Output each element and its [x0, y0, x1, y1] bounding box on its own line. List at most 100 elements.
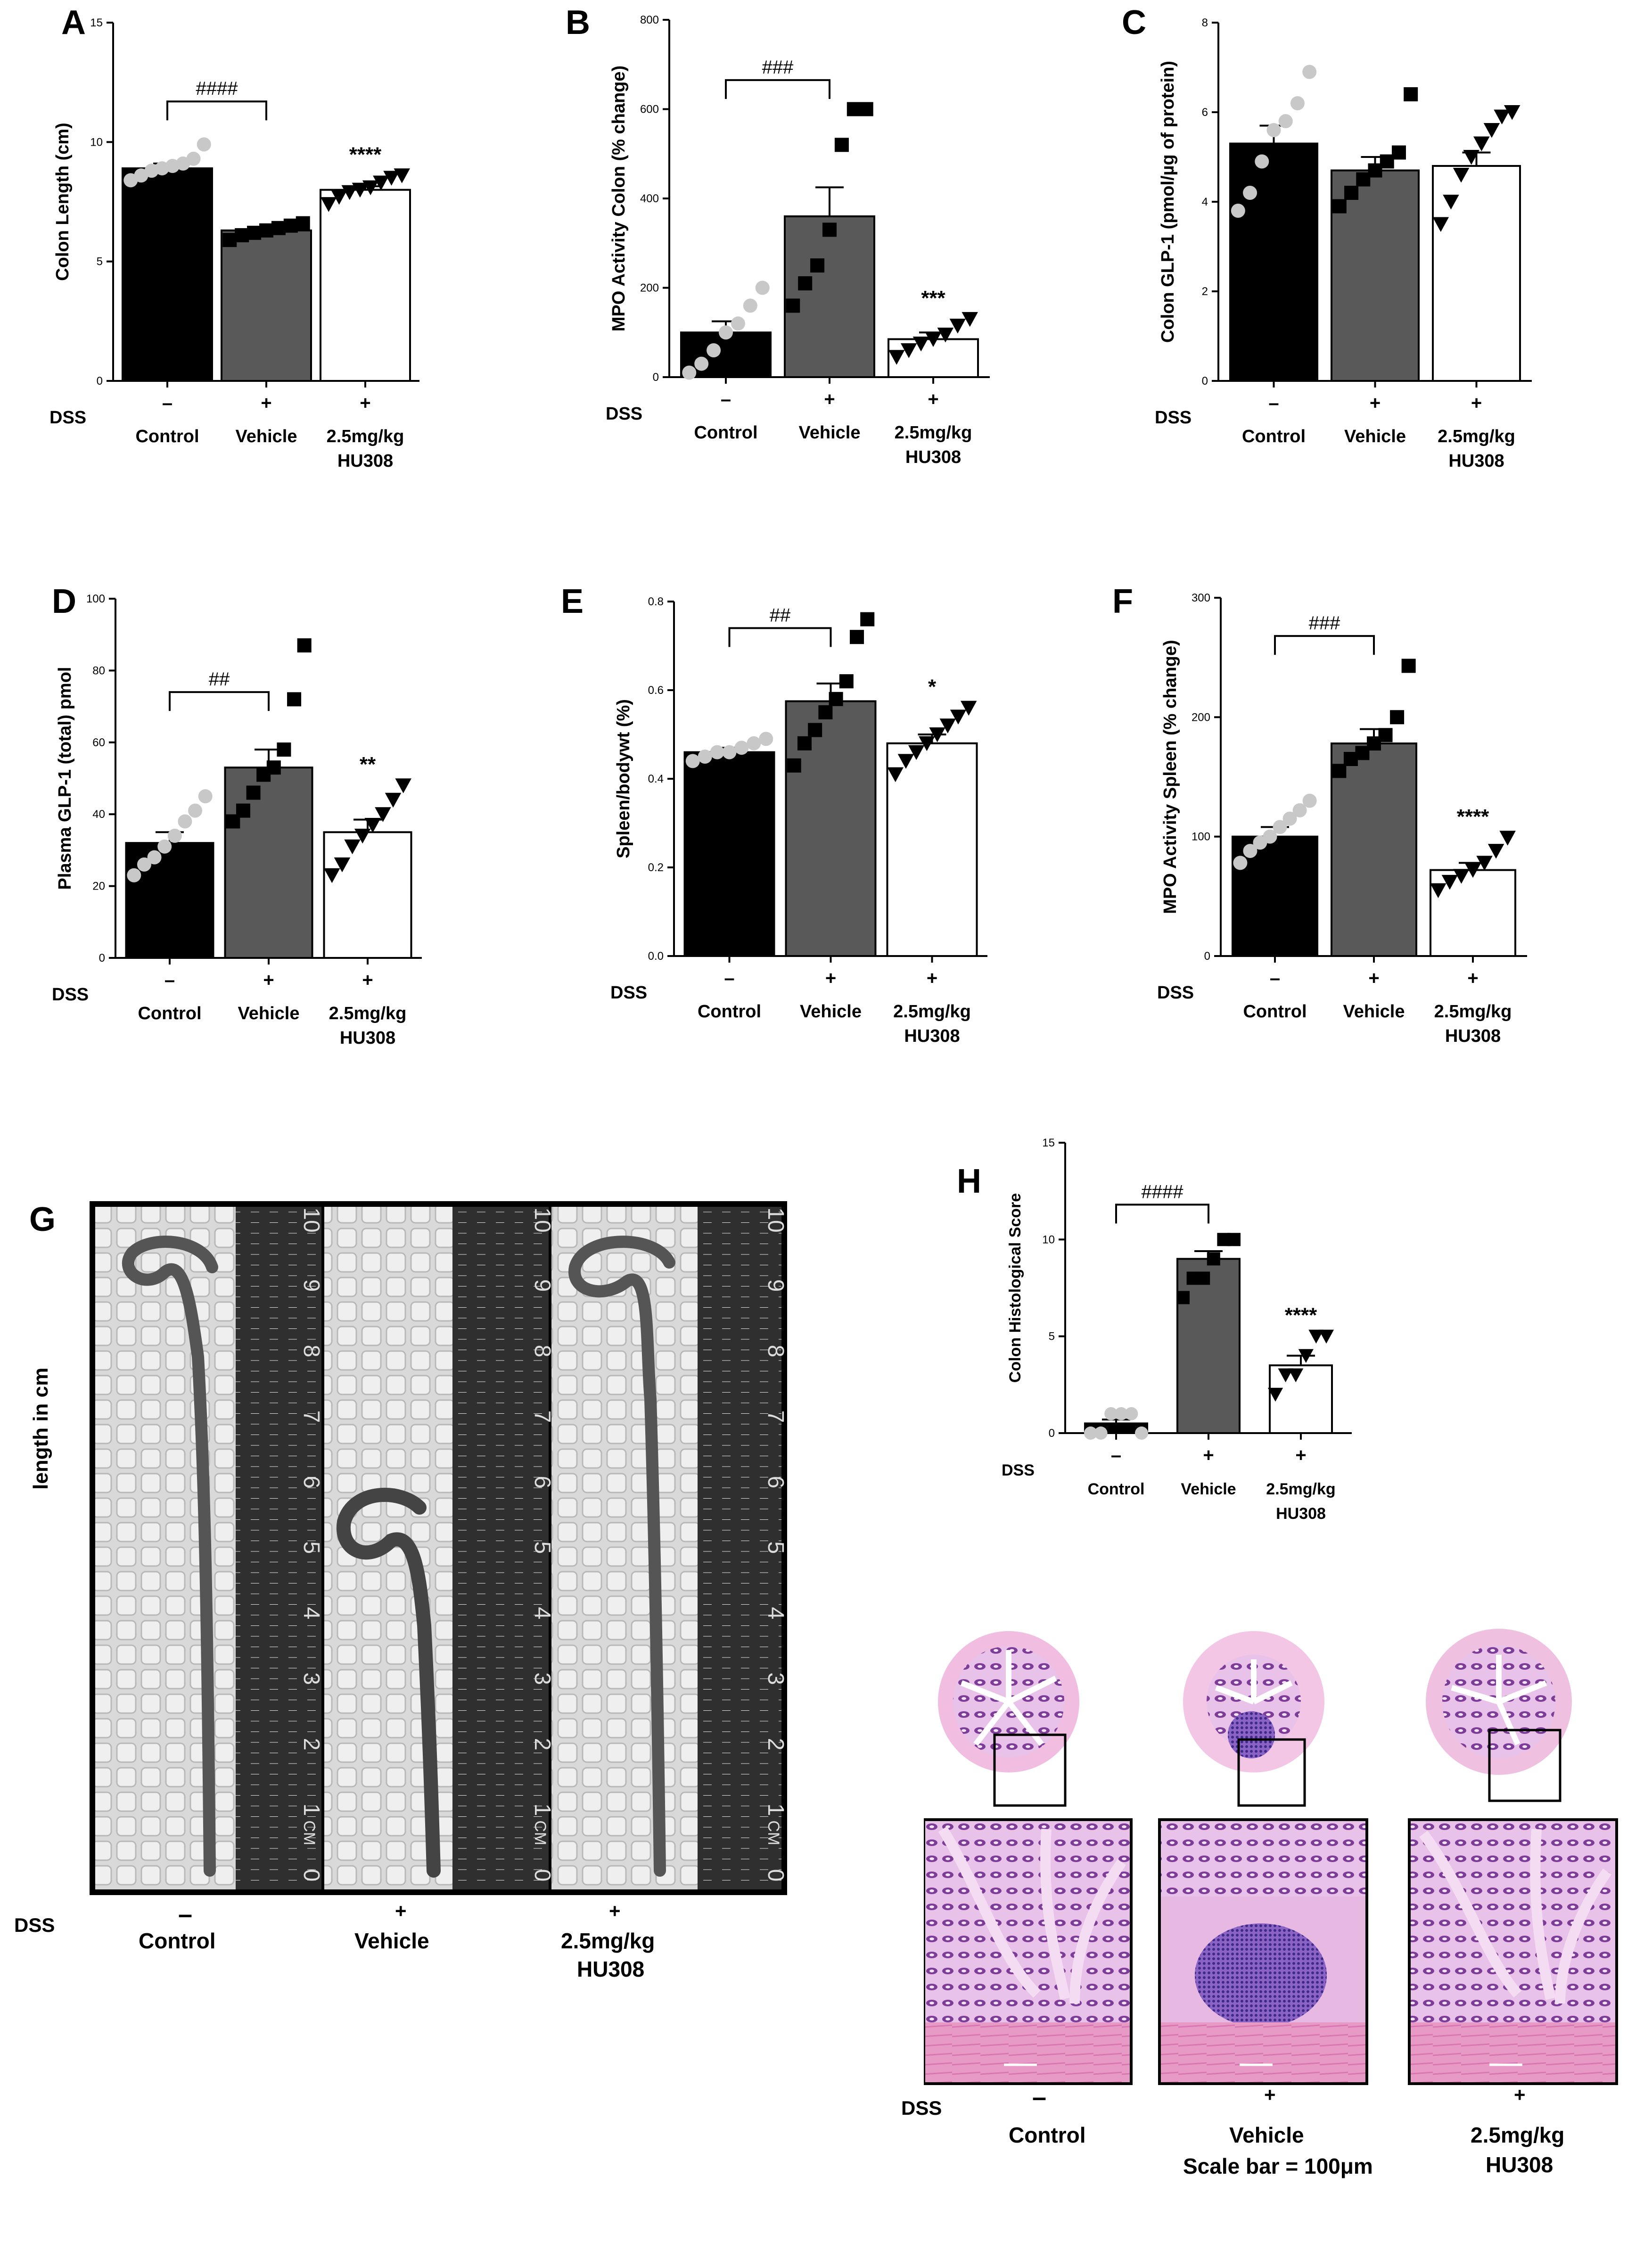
category-label-2: HU308 — [1276, 1505, 1326, 1523]
bracket-label: ## — [209, 669, 230, 690]
data-point-1 — [1391, 145, 1406, 160]
data-point-0 — [734, 741, 749, 755]
y-tick-label: 2 — [1202, 285, 1208, 298]
y-tick-label: 15 — [1042, 1137, 1055, 1149]
ruler-number-1: 0 — [530, 1869, 555, 1882]
panel-g-letter: G — [29, 1201, 56, 1238]
significance-bracket — [728, 627, 832, 647]
data-point-2 — [962, 312, 978, 327]
bar-1 — [224, 767, 313, 959]
panel-a-chart: A 0 5 10 15 Colon Length (cm) – Control + Vehicle… — [49, 4, 419, 471]
bar-1 — [784, 215, 875, 378]
panel-letter: B — [566, 4, 590, 41]
panel-g-dss-control: – — [178, 1900, 193, 1929]
data-point-2 — [929, 727, 945, 742]
data-point-0 — [1084, 1426, 1097, 1440]
data-point-1 — [266, 760, 281, 775]
bracket-label: ### — [762, 57, 794, 78]
y-axis-label: Plasma GLP-1 (total) pmol — [55, 667, 75, 890]
ruler-number-1: 9 — [530, 1279, 555, 1292]
bar-1 — [1176, 1258, 1241, 1434]
dss-sign-0: – — [162, 393, 173, 413]
data-point-1 — [1404, 87, 1418, 101]
ruler-number-2: 0 — [763, 1869, 787, 1882]
ruler-unit-1: CM — [531, 1821, 549, 1846]
data-point-1 — [1380, 154, 1394, 169]
y-tick-label: 0 — [1049, 1427, 1055, 1440]
ruler-number-1: 7 — [530, 1410, 555, 1423]
data-point-0 — [1266, 123, 1281, 137]
panel-e-chart: E 0.0 0.2 0.4 0.6 0.8 Spleen/bodywt (%) – Contro… — [561, 583, 987, 1046]
histology-dss-vehicle: + — [1264, 2084, 1276, 2106]
dss-sign-2: + — [1467, 968, 1478, 989]
data-point-2 — [331, 190, 347, 205]
ruler-number-0: 6 — [299, 1476, 324, 1489]
ruler-number-1: 6 — [530, 1476, 555, 1489]
category-label-1: Vehicle — [238, 1004, 300, 1023]
data-point-2 — [1288, 1368, 1304, 1383]
data-point-1 — [1390, 710, 1405, 725]
category-label-1: Vehicle — [236, 427, 297, 446]
ruler-number-0: 9 — [299, 1279, 324, 1292]
dss-sign-0: – — [721, 389, 731, 410]
photo-vehicle — [324, 1207, 549, 1889]
dss-sign-2: + — [928, 389, 938, 410]
data-point-0 — [685, 754, 700, 768]
y-tick-label: 5 — [1049, 1330, 1055, 1343]
category-label-2: HU308 — [1448, 451, 1504, 471]
y-axis-label: Colon GLP-1 (pmol/µg of protein) — [1158, 61, 1178, 343]
dss-sign-2: + — [1471, 393, 1482, 413]
y-tick-label: 4 — [1202, 196, 1208, 208]
category-label-0: Control — [138, 1004, 201, 1023]
category-label-2: 2.5mg/kg — [1266, 1480, 1335, 1498]
bar-0 — [1229, 142, 1318, 382]
data-point-0 — [731, 316, 745, 331]
data-point-1 — [822, 223, 837, 237]
panel-c-chart: C 0 2 4 6 8 Colon GLP-1 (pmol/µg of protein) – C… — [1122, 4, 1532, 471]
data-point-1 — [283, 218, 298, 233]
data-point-0 — [1243, 186, 1257, 200]
ruler-number-1: 5 — [530, 1542, 555, 1554]
data-point-0 — [1302, 65, 1317, 79]
significance-bracket — [169, 691, 270, 711]
data-point-0 — [743, 298, 757, 313]
panel-g-label-hu308-line2: HU308 — [577, 1957, 645, 1981]
data-point-2 — [1453, 168, 1470, 183]
data-point-1 — [246, 785, 261, 800]
data-point-2 — [344, 839, 361, 855]
y-tick-label: 20 — [92, 880, 105, 893]
ruler-number-1: 8 — [530, 1345, 555, 1358]
data-point-1 — [1368, 163, 1382, 178]
category-label-1: Vehicle — [1181, 1480, 1236, 1498]
data-point-1 — [860, 612, 875, 627]
category-label-0: Control — [1088, 1480, 1145, 1498]
ruler-number-0: 1 — [299, 1804, 324, 1816]
data-point-0 — [1290, 96, 1305, 110]
data-point-0 — [1273, 820, 1287, 834]
dss-label: DSS — [610, 983, 647, 1003]
y-axis-label: Colon Histological Score — [1006, 1193, 1024, 1383]
data-point-1 — [859, 102, 873, 116]
bar-2 — [323, 831, 412, 959]
data-point-0 — [755, 280, 770, 295]
histology-label-hu308: 2.5mg/kg — [1471, 2123, 1565, 2147]
data-point-2 — [925, 332, 942, 347]
dss-label: DSS — [606, 404, 642, 424]
bar-1 — [1331, 742, 1417, 957]
category-label-0: Control — [1242, 427, 1306, 446]
panel-letter: C — [1122, 4, 1146, 41]
data-point-1 — [1401, 659, 1416, 673]
ruler-number-0: 3 — [299, 1673, 324, 1685]
data-point-0 — [698, 750, 712, 764]
category-label-2: 2.5mg/kg — [329, 1004, 407, 1023]
ruler-number-0: 0 — [299, 1869, 324, 1882]
data-point-0 — [1094, 1426, 1108, 1440]
data-point-0 — [186, 151, 201, 166]
category-label-2: HU308 — [340, 1028, 395, 1048]
data-point-1 — [1207, 1252, 1220, 1266]
panel-letter: A — [61, 4, 86, 41]
data-point-0 — [167, 828, 182, 843]
dss-sign-2: + — [1295, 1445, 1306, 1466]
y-tick-label: 60 — [92, 736, 105, 749]
bracket-label: ## — [770, 605, 791, 626]
